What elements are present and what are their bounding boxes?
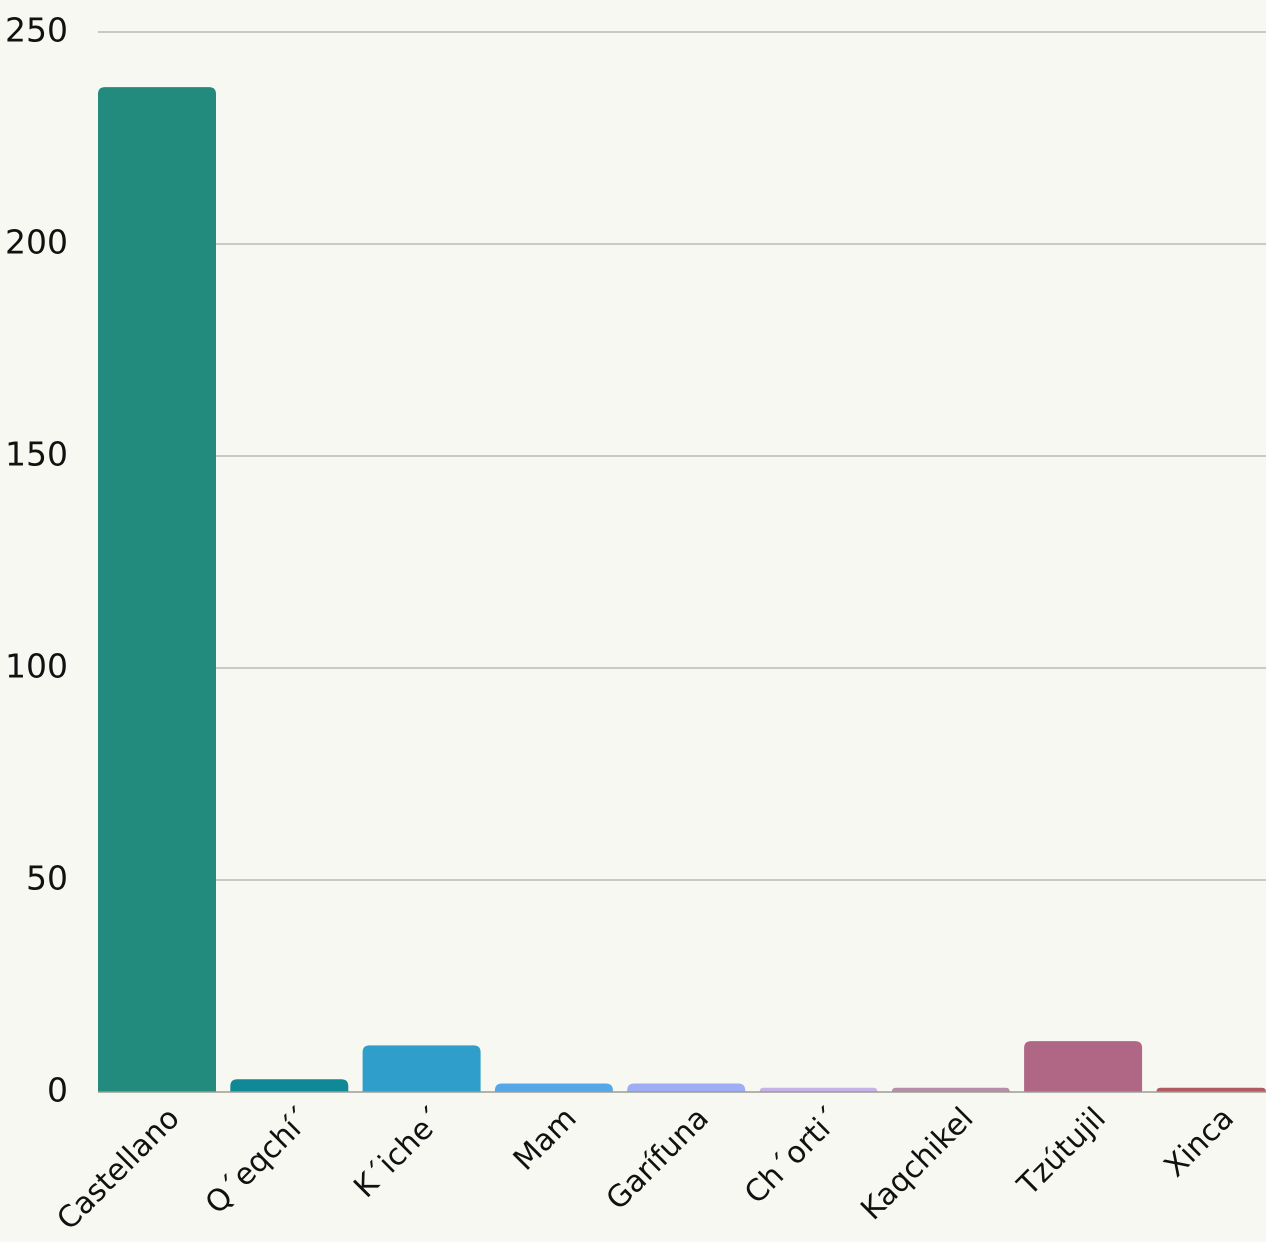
bars	[98, 87, 1266, 1093]
bar	[494, 1083, 613, 1092]
bar	[98, 87, 216, 1093]
x-tick-label: Mam	[507, 1101, 584, 1178]
x-axis-category-labels: Castellano Q´eqchí´ K´iche´ Mam Garífuna Ch´o…	[50, 1101, 1240, 1237]
bar	[1024, 1041, 1143, 1092]
bar	[891, 1087, 1010, 1092]
bar	[1156, 1087, 1266, 1092]
y-tick-label: 100	[5, 647, 68, 686]
y-tick-label: 0	[47, 1071, 68, 1110]
x-tick-label: Tzútujil	[1010, 1101, 1112, 1203]
bar	[230, 1079, 349, 1092]
gridlines	[98, 31, 1266, 881]
bar	[759, 1087, 878, 1092]
y-tick-label: 50	[26, 859, 68, 898]
bar	[362, 1045, 481, 1092]
x-tick-label: Ch´orti´	[738, 1101, 848, 1211]
x-tick-label: Kaqchikel	[854, 1101, 980, 1227]
x-tick-label: Xinca	[1158, 1101, 1241, 1184]
y-tick-label: 200	[5, 223, 68, 262]
x-tick-label: Q´eqchí´	[199, 1101, 319, 1221]
y-axis-tick-labels: 0 50 100 150 200 250	[5, 11, 68, 1110]
x-tick-label: Castellano	[50, 1101, 186, 1237]
bar	[627, 1083, 746, 1092]
y-tick-label: 150	[5, 435, 68, 474]
x-tick-label: Garífuna	[600, 1101, 716, 1217]
y-tick-label: 250	[5, 11, 68, 50]
x-tick-label: K´iche´	[347, 1101, 451, 1205]
